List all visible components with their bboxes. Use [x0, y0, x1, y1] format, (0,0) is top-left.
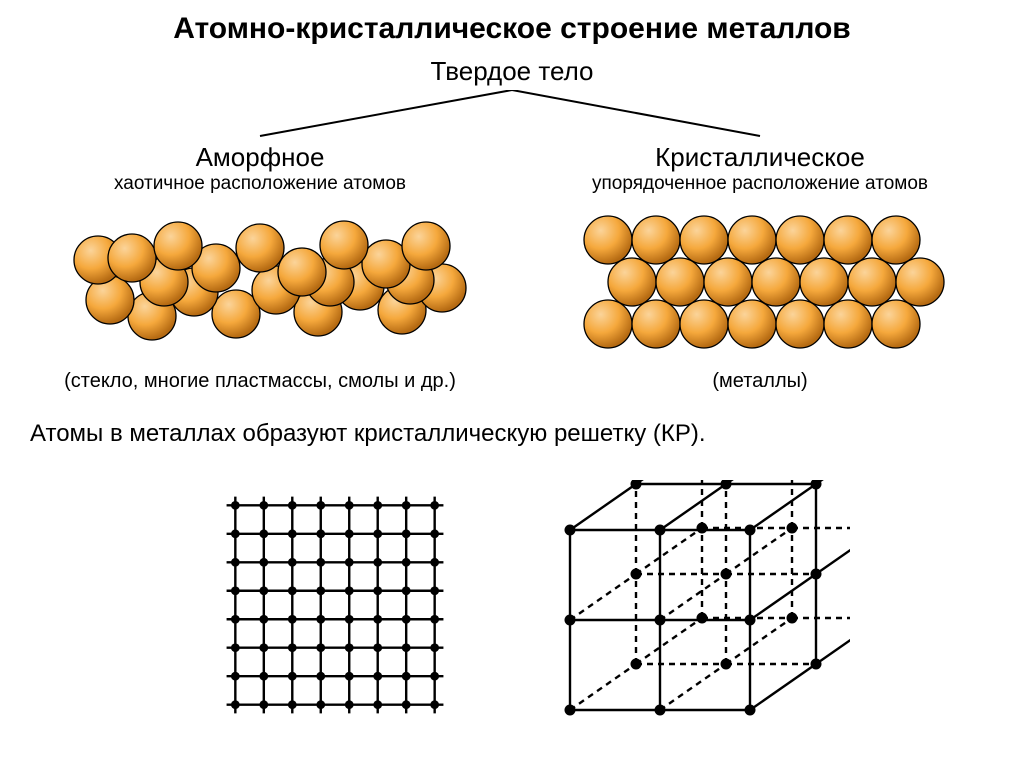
subtitle: Твердое тело: [0, 56, 1024, 87]
crystalline-heading-block: Кристаллическое упорядоченное расположен…: [540, 142, 980, 195]
amorphous-atoms: [70, 210, 470, 350]
crystalline-heading: Кристаллическое: [540, 142, 980, 173]
lattice-sentence: Атомы в металлах образуют кристаллическу…: [30, 420, 994, 448]
main-title: Атомно-кристаллическое строение металлов: [0, 12, 1024, 46]
amorphous-caption: (стекло, многие пластмассы, смолы и др.): [40, 370, 480, 393]
crystalline-caption: (металлы): [540, 370, 980, 393]
amorphous-desc: хаотичное расположение атомов: [40, 173, 480, 195]
branch-connector: [0, 90, 1024, 142]
crystalline-desc: упорядоченное расположение атомов: [540, 173, 980, 195]
amorphous-heading: Аморфное: [40, 142, 480, 173]
crystalline-atoms: [560, 210, 960, 350]
lattice-3d: [540, 480, 850, 740]
amorphous-heading-block: Аморфное хаотичное расположение атомов: [40, 142, 480, 195]
lattice-2d: [220, 490, 450, 720]
